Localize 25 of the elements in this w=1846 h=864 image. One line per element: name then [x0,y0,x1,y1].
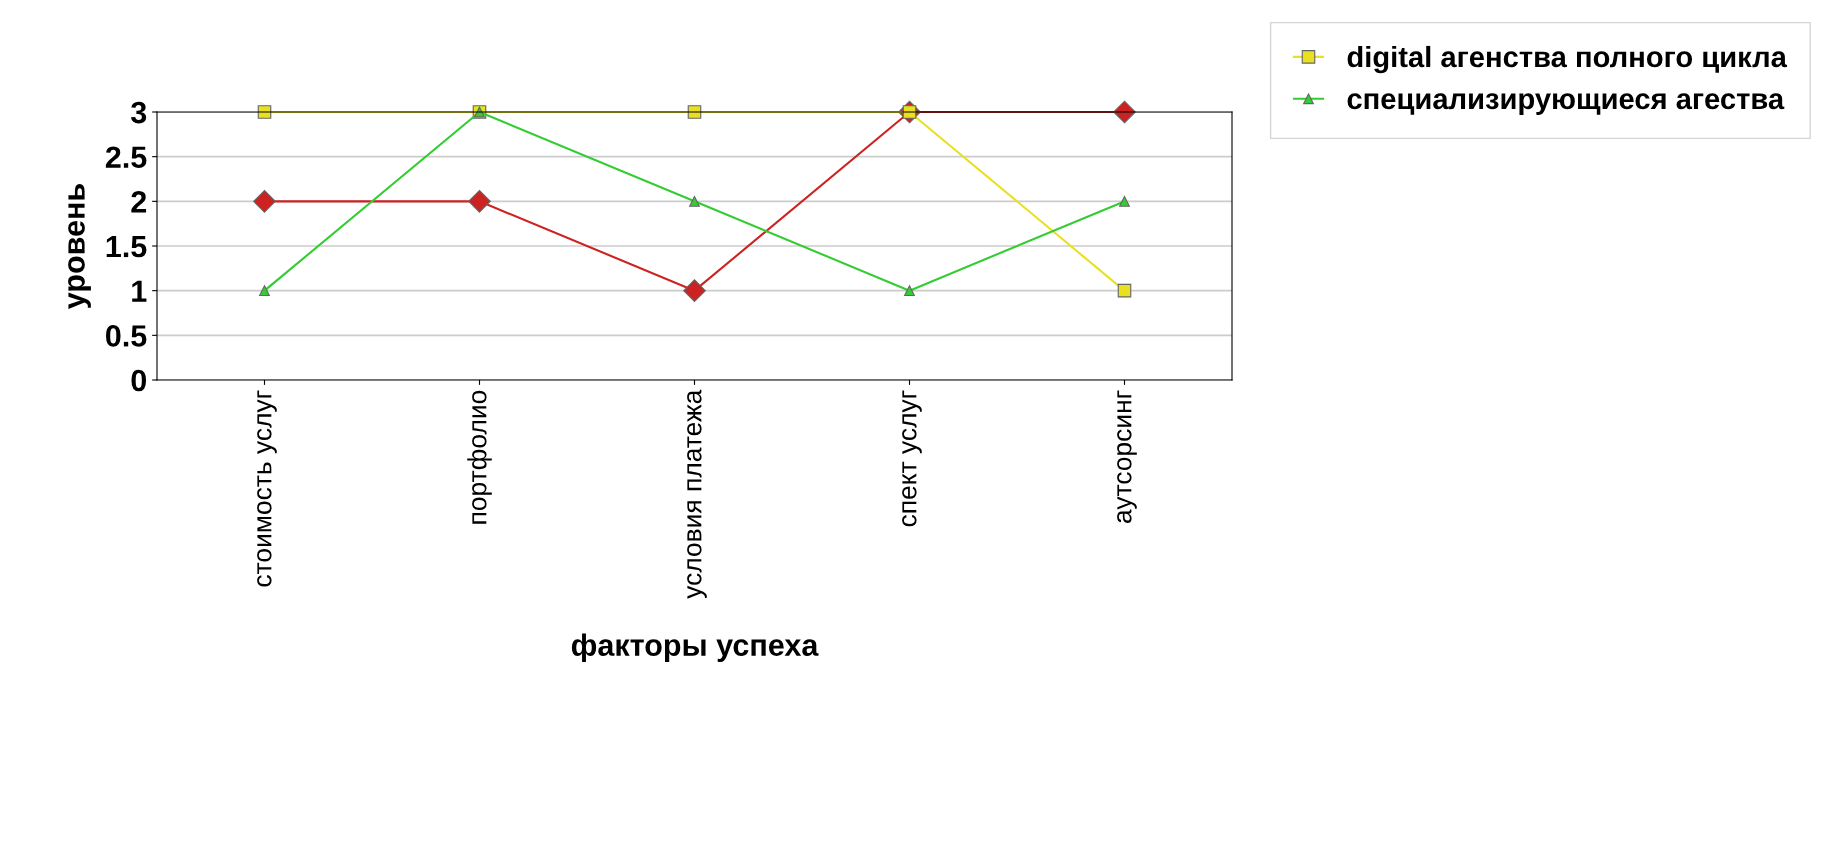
y-tick-label: 2 [131,191,147,213]
point [1119,195,1130,207]
legend-label: digital агенства полного цикла [1347,45,1788,74]
y-tick-label: 1.5 [106,236,147,258]
x-tick-label: стоимость услуг [257,390,277,587]
x-tick-label: портфолио [467,390,492,524]
y-tick-label: 1 [132,280,147,302]
x-tick-label: аутсорсинг [1117,390,1137,523]
point [904,285,915,297]
point [689,195,700,207]
point [259,285,270,297]
x-tick-label: спект услуг [902,390,922,527]
y-tick-label: 0 [131,369,147,392]
point [253,189,276,213]
point [683,279,706,303]
point [468,189,491,213]
x-tick-label: условия платежа [687,389,707,599]
x-axis-title: факторы успеха [571,633,819,663]
y-axis-title: уровень [68,184,91,310]
point [1117,283,1132,298]
point [1113,100,1136,124]
y-tick-label: 3 [130,101,147,124]
legend-label: специализирующиеся агества [1347,93,1785,116]
y-tick-label: 2.5 [105,146,147,169]
y-tick-label: 0.5 [106,325,147,347]
